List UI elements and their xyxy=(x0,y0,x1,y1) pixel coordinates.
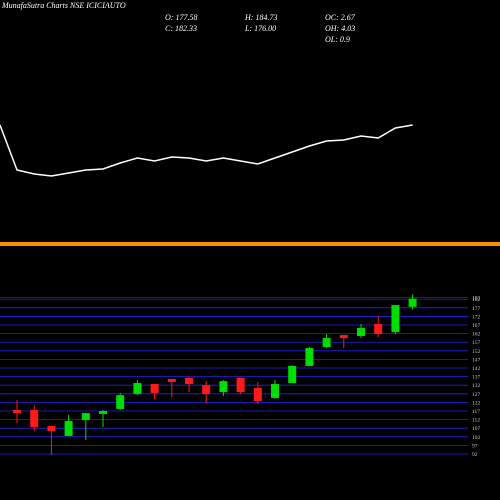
y-tick-label: 157 xyxy=(472,340,481,346)
candle-body xyxy=(150,384,159,393)
y-tick-label: 167 xyxy=(472,323,481,329)
candle-body xyxy=(236,377,245,393)
y-tick-label: 152 xyxy=(472,349,481,355)
candle-body xyxy=(374,323,383,334)
y-tick-label: 172 xyxy=(472,314,481,320)
ohlc-stat: OL: 0.9 xyxy=(325,35,350,44)
y-tick-label: 177 xyxy=(472,306,481,312)
ohlc-stat: O: 177.58 xyxy=(165,13,197,22)
y-tick-label: 127 xyxy=(472,392,481,398)
ohlc-stat: L: 176.00 xyxy=(244,24,276,33)
candle-body xyxy=(408,298,417,307)
candle-body xyxy=(391,305,400,333)
y-tick-label: 107 xyxy=(472,426,481,432)
candle-body xyxy=(13,409,21,414)
candle-body xyxy=(357,327,365,337)
candle-body xyxy=(202,385,211,394)
candle-body xyxy=(271,384,279,398)
candle-body xyxy=(81,413,90,420)
candle-body xyxy=(253,387,262,402)
candle-body xyxy=(64,420,73,436)
ohlc-stat: C: 182.33 xyxy=(165,24,197,33)
y-tick-label: 92 xyxy=(472,452,478,458)
ohlc-stat: OH: 4.03 xyxy=(325,24,355,33)
y-tick-label: 147 xyxy=(472,357,481,363)
candle-body xyxy=(133,382,142,394)
y-tick-label: 183 xyxy=(472,296,481,302)
y-tick-label: 102 xyxy=(472,435,481,441)
candle-body xyxy=(219,381,228,393)
separator xyxy=(0,242,500,246)
candle-body xyxy=(185,377,193,385)
price-line xyxy=(0,124,413,177)
candle-body xyxy=(288,365,297,383)
y-tick-label: 97 xyxy=(472,443,478,449)
ohlc-stat: H: 184.73 xyxy=(244,13,277,22)
candle-body xyxy=(116,395,125,409)
y-tick-label: 122 xyxy=(472,400,481,406)
candle-body xyxy=(30,409,39,427)
y-tick-label: 137 xyxy=(472,375,481,381)
candle-body xyxy=(322,338,331,348)
y-tick-label: 132 xyxy=(472,383,481,389)
ohlc-stat: OC: 2.67 xyxy=(325,13,356,22)
candle-body xyxy=(339,334,348,339)
y-tick-label: 162 xyxy=(472,332,481,338)
candle-body xyxy=(305,348,314,366)
candle-body xyxy=(47,425,56,431)
y-tick-label: 117 xyxy=(472,409,480,415)
chart-title: MunafaSutra Charts NSE ICICIAUTO xyxy=(1,1,126,10)
y-tick-label: 142 xyxy=(472,366,481,372)
candle-body xyxy=(99,411,107,414)
y-tick-label: 182 xyxy=(472,297,481,303)
candle-body xyxy=(167,379,176,382)
y-tick-label: 112 xyxy=(472,418,480,424)
